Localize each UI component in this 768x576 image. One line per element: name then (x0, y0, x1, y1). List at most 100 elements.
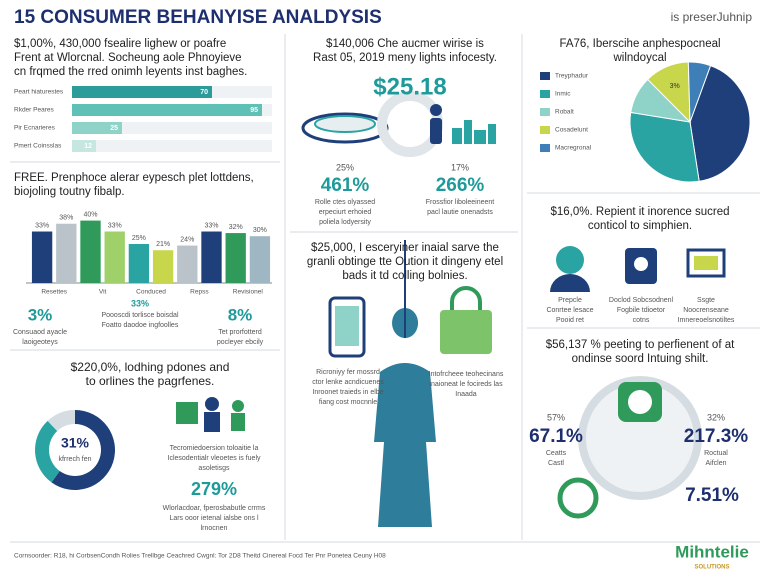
x-tick-label: Revisionel (233, 289, 264, 296)
x-tick-label: Resettes (41, 289, 67, 296)
stat-caption: pocleyer ebcily (217, 339, 264, 346)
stat-caption: Frossfior liboleeineent (426, 199, 495, 206)
caption: Inroonet traieds in elbe (312, 389, 383, 396)
bar (56, 223, 77, 283)
stat-value: 3% (28, 305, 53, 324)
pie-slice (689, 64, 751, 182)
bar (225, 233, 246, 283)
bar (72, 104, 262, 116)
legend-swatch (540, 90, 550, 98)
phone-icon (328, 296, 366, 358)
caption: asoletisgs (198, 465, 230, 472)
bar-value: 25 (110, 125, 118, 132)
stat-label: 32% (707, 412, 725, 422)
stat-label: 57% (547, 412, 565, 422)
stat-value: 266% (436, 175, 485, 196)
caption: ctor lenke acndicuenes (312, 379, 384, 386)
bag-icon (440, 286, 492, 354)
pie-slice (629, 111, 700, 183)
caption: Inaada (455, 391, 477, 398)
heading: ondinse soord Intuing shilt. (572, 353, 709, 365)
bar-value: 33% (108, 222, 122, 229)
bar-label: Rkder Peares (14, 107, 54, 114)
bar (72, 86, 212, 98)
heading: conticol to simphien. (588, 220, 692, 232)
heading: cn frqmed the rred onimh leyents inst ba… (14, 66, 247, 78)
legend-label: Treyphadur (555, 73, 589, 80)
title: 15 CONSUMER BEHANYISE ANALDYSIS (14, 7, 382, 28)
bar (201, 231, 222, 283)
bar-value: 70 (200, 89, 208, 96)
donut-label: 31% (61, 435, 90, 451)
heading: $25,000, I esceryiner inaial sarve the (311, 242, 499, 254)
highlight: $25.18 (373, 73, 446, 100)
caption: Ricroniyy fer mossrd (316, 369, 380, 376)
legend-swatch (540, 126, 550, 134)
slice-label: 3% (670, 83, 680, 90)
heading: Rast 05, 2019 meny lights infocesty. (313, 52, 497, 64)
brand: Mihntelie (675, 542, 749, 561)
caption: lrnocnen (201, 525, 228, 532)
footer-note: Cornsoorder: R18, hi CorbsenCondh Rolies… (14, 553, 386, 560)
bar-value: 21% (156, 241, 170, 248)
stat-caption: Castl (548, 460, 564, 467)
bar-label: Pmert Coinsslas (14, 143, 62, 150)
agent-icon (550, 246, 590, 292)
bar-label: Pir Ecnarieres (14, 125, 56, 132)
bar (31, 231, 53, 283)
legend-swatch (540, 72, 550, 80)
legend-label: Inmic (555, 91, 571, 98)
screen-icon (686, 248, 726, 278)
donut-sub: kfrrech fen (58, 456, 91, 463)
bar-value: 32% (229, 224, 243, 231)
stat-value: 7.51% (685, 485, 739, 506)
bag-badge (618, 382, 662, 422)
stat-value: 8% (228, 305, 253, 324)
caption: inaioneat le focireds las (429, 381, 503, 388)
caption: Noocrenseane (683, 307, 729, 314)
stat-value: 33% (131, 298, 149, 308)
trust-ring (578, 376, 702, 500)
bar (104, 231, 125, 283)
heading: to orlines the pagrfenes. (86, 374, 215, 388)
legend-label: Robalt (555, 109, 574, 116)
bar (152, 250, 174, 283)
caption: Wlorlacdoar, fperosbabutle crrms (163, 505, 266, 512)
city-icon (452, 120, 496, 144)
caption: Prepcle (558, 297, 582, 304)
x-tick-label: Repss (190, 289, 209, 296)
stat-caption: Aifclen (705, 460, 726, 467)
bar-value: 30% (253, 227, 267, 234)
lock-icon (625, 248, 657, 284)
pie-slice (687, 61, 712, 123)
bar-value: 95 (250, 107, 258, 114)
person-icon (430, 104, 442, 144)
donut-segment (35, 420, 60, 483)
caption: Pooid ret (556, 317, 584, 324)
stat-caption: Roctual (704, 450, 728, 457)
bar-value: 33% (35, 222, 49, 229)
caption: Lars ooor ietenal ialsbe ons l (169, 515, 259, 522)
heading: Frent at Wlorcnal. Socheung aole Phnoyie… (14, 52, 242, 64)
x-tick-label: Conduced (136, 289, 166, 296)
caption: Fogbile tdioetor (617, 307, 666, 314)
silhouette (374, 308, 436, 527)
seal-icon (557, 477, 599, 519)
heading: FREE. Prenphoce alerar eypesch plet lott… (14, 172, 254, 184)
heading: $140,006 Che aucmer wirise is (326, 38, 484, 50)
stat-caption: pacl lautie onenadsts (427, 209, 493, 216)
bar-track (72, 140, 272, 152)
stat-caption: poliela lodyersity (319, 219, 371, 226)
people-icon (176, 397, 245, 432)
bar-value: 12 (84, 143, 92, 150)
bar (128, 244, 150, 283)
stat-caption: laoigeoteys (22, 339, 58, 346)
bar-value: 38% (59, 215, 73, 222)
x-tick-label: Vit (99, 289, 107, 296)
stat-label: 17% (451, 162, 469, 172)
stat-caption: Foatto daodoe ingfoolles (102, 322, 179, 329)
stat-caption: Poooscdi torlisce boisdal (101, 312, 178, 319)
donut-segment (47, 410, 75, 432)
tagline: is preserJuhnip (671, 10, 753, 24)
